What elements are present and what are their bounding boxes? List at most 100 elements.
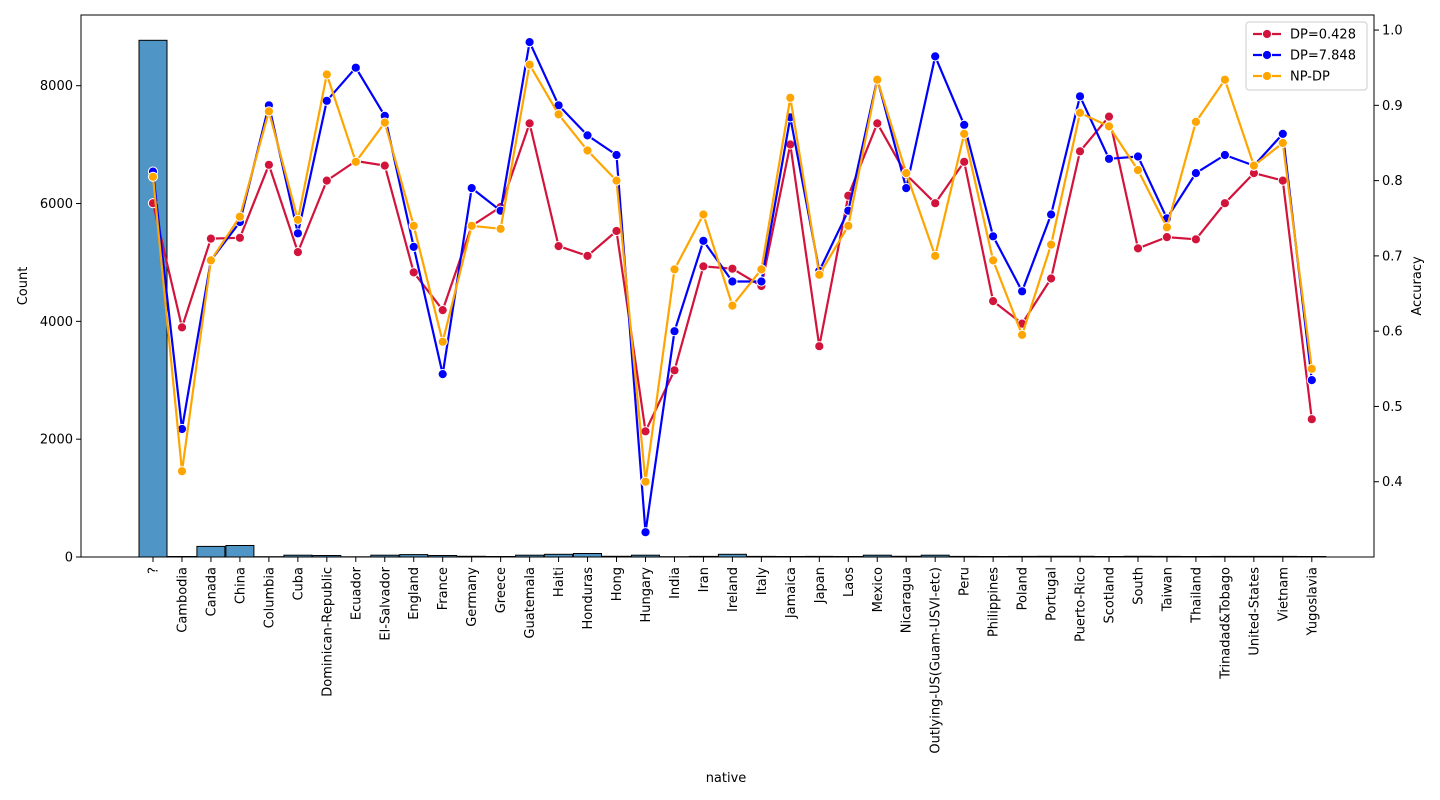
series-point	[1017, 286, 1028, 297]
series-point	[292, 228, 303, 239]
series-point	[176, 322, 188, 333]
axes: 0 2000 4000 6000 8000 0.4 0.5 0.6 0.7 0.8 0.9 1.0? C…	[40, 14, 1403, 754]
y-tick-label-left: 0	[65, 551, 73, 566]
series-point	[669, 326, 680, 337]
series-point	[437, 305, 448, 316]
series-point	[292, 247, 303, 258]
y-tick-label-right: 0.7	[1382, 249, 1403, 264]
series-point	[1219, 198, 1231, 209]
series-point	[843, 220, 854, 231]
series-point	[1074, 146, 1086, 157]
series-point	[379, 160, 390, 171]
x-tick-label: South	[1132, 567, 1147, 605]
series-point	[1046, 273, 1057, 284]
series-point	[1277, 128, 1288, 139]
y-tick-label-right: 1.0	[1382, 24, 1403, 39]
x-tick-label: Thailand	[1189, 567, 1204, 624]
series-point	[1306, 375, 1317, 386]
bar	[138, 39, 168, 558]
series-point	[379, 117, 390, 128]
series-point	[176, 466, 188, 477]
x-tick-label: Canada	[204, 567, 219, 616]
x-tick-label: Iran	[697, 567, 712, 592]
x-tick-label: Yugoslavia	[1305, 567, 1320, 637]
series-point	[292, 214, 303, 225]
series-point	[640, 476, 651, 487]
series-point	[466, 183, 477, 194]
series-point	[553, 109, 564, 120]
y-tick-label-right: 0.9	[1382, 99, 1403, 114]
series-point	[1219, 149, 1231, 161]
series-point	[205, 233, 216, 244]
series-point	[1046, 239, 1057, 250]
series-point	[698, 261, 709, 272]
y-tick-label-right: 0.4	[1382, 475, 1403, 490]
x-tick-label: Italy	[755, 567, 770, 596]
x-tick-label: Peru	[958, 567, 973, 596]
series-point	[698, 235, 709, 246]
series-point	[756, 276, 767, 287]
series-point	[1190, 116, 1202, 128]
legend-box	[1245, 21, 1368, 91]
series-point	[727, 276, 738, 287]
series-point	[814, 269, 825, 280]
series-point	[263, 106, 274, 117]
series-point	[524, 59, 535, 70]
series-point	[350, 62, 361, 73]
series-point	[988, 231, 999, 242]
series-point	[611, 149, 622, 161]
legend-label: DP=7.848	[1290, 49, 1356, 64]
series-point	[1103, 111, 1115, 122]
series-point	[321, 69, 332, 80]
legend-label: DP=0.428	[1290, 28, 1356, 43]
x-tick-label: Scotland	[1103, 567, 1118, 624]
x-tick-label: Haiti	[552, 567, 567, 597]
series-point	[959, 119, 970, 131]
series-point	[669, 365, 680, 376]
x-tick-label: Jamaica	[784, 567, 799, 619]
x-tick-label: Laos	[842, 567, 857, 597]
series-point	[698, 209, 709, 220]
x-tick-label: Germany	[465, 567, 480, 627]
x-tick-label: France	[436, 567, 451, 610]
series-point	[611, 175, 622, 186]
x-tick-label: Dominican-Republic	[320, 567, 335, 697]
series-point	[930, 198, 941, 209]
legend-marker	[1261, 70, 1273, 82]
series-point	[1306, 363, 1317, 374]
series-point	[437, 369, 448, 380]
series-point	[959, 156, 970, 167]
series-point	[147, 171, 159, 182]
series-point	[1190, 168, 1202, 179]
bar	[196, 545, 226, 558]
x-tick-label: Japan	[813, 567, 828, 604]
series-point	[582, 145, 593, 156]
y-tick-label-right: 0.6	[1382, 325, 1403, 340]
y-tick-label-right: 0.5	[1382, 400, 1403, 415]
series-point	[1161, 222, 1173, 233]
series-point	[872, 118, 883, 129]
x-tick-label: Trinadad&Tobago	[1218, 567, 1233, 680]
bar-layer	[138, 39, 1327, 558]
series-point	[640, 527, 651, 538]
series-point	[321, 175, 332, 186]
x-tick-label: Guatemala	[523, 567, 538, 639]
series-point	[1017, 329, 1028, 340]
series-point	[814, 341, 825, 352]
y-tick-label-right: 0.8	[1382, 174, 1403, 189]
x-tick-label: China	[233, 567, 248, 604]
series-point	[1074, 91, 1086, 102]
series-point	[1306, 414, 1317, 425]
x-axis-label: native	[706, 771, 747, 786]
series-point	[727, 263, 738, 274]
y-tick-label-left: 6000	[40, 197, 73, 212]
legend-marker	[1261, 28, 1273, 40]
series-point	[437, 336, 448, 347]
series-point	[1277, 175, 1288, 186]
series-point	[901, 168, 912, 179]
series-point	[1219, 74, 1231, 85]
series-point	[582, 250, 593, 261]
legend: DP=0.428 DP=7.848 NP-DP	[1245, 21, 1368, 91]
x-tick-label: El-Salvador	[378, 566, 393, 640]
series-point	[524, 37, 535, 48]
